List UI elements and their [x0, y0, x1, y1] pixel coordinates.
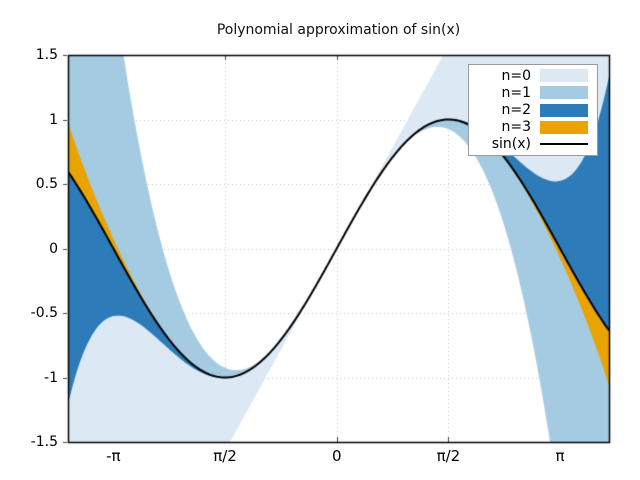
legend-label: n=1	[501, 84, 531, 101]
legend-swatch	[540, 120, 588, 134]
x-tick-label: π/2	[213, 447, 237, 465]
y-tick-label: 1.5	[35, 47, 58, 63]
legend-label: n=0	[501, 67, 531, 84]
y-tick-label: -0.5	[30, 305, 58, 321]
x-tick-label: π	[555, 447, 565, 465]
legend-row: n=2	[469, 101, 588, 118]
y-tick-label: -1	[44, 369, 58, 386]
chart-title: Polynomial approximation of sin(x)	[216, 22, 461, 38]
legend-label: sin(x)	[491, 136, 531, 153]
x-tick-label: 0	[331, 447, 342, 465]
legend: n=0 n=1 n=2 n=3 sin(x)	[468, 64, 598, 156]
legend-swatch	[540, 69, 588, 83]
y-tick-label: 0	[49, 240, 58, 257]
legend-row: sin(x)	[469, 136, 588, 153]
legend-label: n=3	[501, 119, 531, 136]
x-tick-label: π/2	[436, 447, 461, 465]
legend-line-sample	[540, 143, 588, 146]
legend-label: n=2	[501, 102, 531, 118]
legend-row: n=1	[469, 84, 588, 101]
y-tick-label: -1.5	[30, 434, 58, 450]
legend-swatch	[540, 86, 588, 100]
legend-row: n=0	[469, 67, 588, 84]
y-tick-label: 0.5	[35, 176, 58, 192]
legend-row: n=3	[469, 119, 588, 136]
y-tick-label: 1	[49, 111, 58, 128]
legend-swatch	[540, 103, 588, 117]
x-tick-label: -π	[106, 447, 121, 465]
